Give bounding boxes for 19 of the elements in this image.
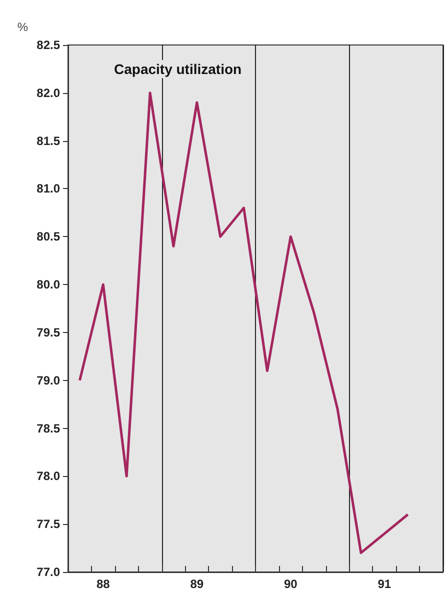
x-tick-label: 88 [96,577,110,591]
y-tick-label: 81.5 [36,134,60,148]
y-tick-label: 78.0 [36,469,60,484]
y-axis-title: % [17,20,28,34]
x-tick-label: 90 [284,577,298,591]
text: Capacity utilization [114,61,242,77]
y-tick-label: 82.5 [36,38,60,52]
y-tick-label: 78.5 [36,421,60,436]
y-tick-label: 77.5 [36,517,60,532]
x-tick-label: 89 [190,577,204,591]
y-tick-label: 79.0 [36,373,60,388]
y-tick-label: 80.0 [36,278,60,292]
y-tick-label: 79.5 [36,325,60,340]
y-tick-label: 81.0 [36,182,60,196]
line-series [78,92,410,554]
y-tick-label: 80.5 [36,230,60,244]
x-tick-label: 91 [378,577,392,591]
y-tick-label: 77.0 [36,565,60,579]
y-tick-label: 82.0 [36,86,60,100]
